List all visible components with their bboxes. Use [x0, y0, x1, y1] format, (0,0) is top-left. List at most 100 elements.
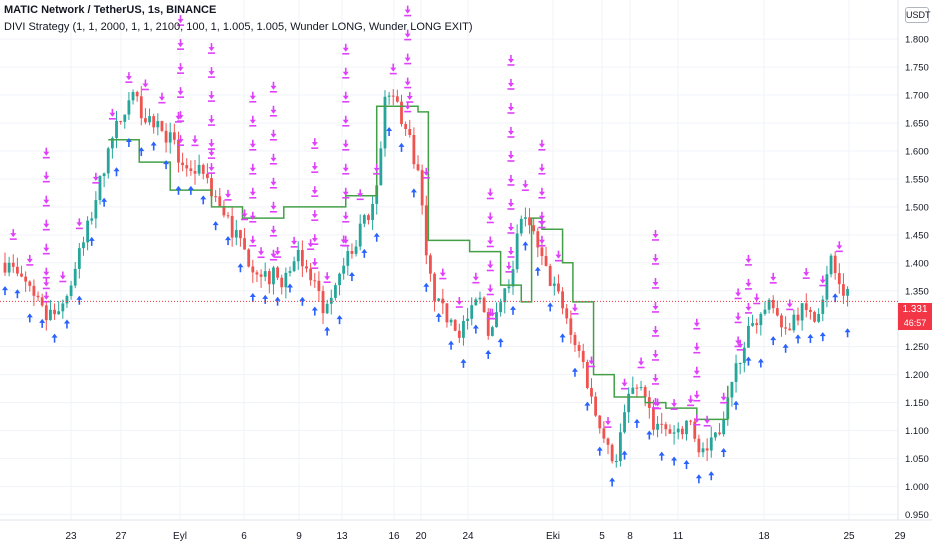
price-axis-background[interactable]: [898, 0, 932, 550]
candle-body: [49, 309, 52, 321]
candle-body: [759, 313, 763, 326]
long-exit-arrow-icon: [835, 241, 843, 253]
time-tick-label: Eki: [546, 531, 560, 542]
long-entry-arrow-icon: [534, 266, 541, 276]
long-exit-arrow-icon: [342, 67, 350, 79]
candle-body: [65, 296, 69, 304]
price-tick-label: 1.250: [905, 342, 929, 353]
candle-body: [300, 250, 304, 267]
candle-body: [24, 276, 28, 282]
long-exit-arrow-icon: [404, 101, 412, 113]
candle-body: [267, 271, 271, 285]
candle-body: [284, 272, 288, 288]
currency-button[interactable]: USDT: [905, 7, 931, 23]
candle-body: [404, 124, 408, 130]
long-exit-arrow-icon: [177, 111, 185, 122]
long-exit-arrow-icon: [693, 414, 701, 426]
long-exit-arrow-icon: [753, 293, 761, 305]
long-exit-arrow-icon: [249, 211, 257, 223]
price-tick-label: 1.450: [905, 230, 929, 241]
long-exit-arrow-icon: [507, 198, 515, 210]
long-entry-arrow-icon: [187, 185, 194, 195]
candle-body: [106, 148, 110, 174]
candle-body: [573, 334, 577, 346]
candle-body: [540, 247, 544, 257]
long-exit-arrow-icon: [224, 189, 232, 201]
trailing-stop-line: [108, 105, 729, 421]
strategy-label[interactable]: DIVI Strategy (1, 1, 2000, 1, 1, 2100, 1…: [4, 21, 473, 33]
long-exit-arrow-icon: [652, 301, 660, 313]
long-entry-arrow-icon: [200, 195, 207, 205]
time-tick-label: 27: [115, 531, 127, 542]
candle-body: [565, 308, 569, 319]
candle-body: [135, 92, 139, 97]
candle-body: [734, 363, 738, 382]
candle-body: [457, 330, 461, 338]
long-entry-arrow-icon: [435, 312, 442, 322]
long-entry-arrow-icon: [609, 477, 616, 487]
candle-body: [771, 299, 775, 309]
long-entry-arrow-icon: [510, 305, 517, 315]
long-entry-arrow-icon: [807, 334, 814, 344]
long-exit-arrow-icon: [311, 138, 319, 149]
candle-body: [239, 230, 242, 239]
candle-body: [329, 297, 333, 304]
long-exit-arrow-icon: [507, 150, 515, 162]
candle-body: [387, 95, 391, 97]
candle-body: [833, 255, 837, 274]
candle-body: [714, 432, 717, 438]
long-exit-arrow-icon: [311, 186, 319, 197]
long-entry-arrow-icon: [522, 241, 529, 251]
signal-markers: [2, 5, 851, 487]
long-entry-arrow-icon: [274, 296, 281, 306]
long-entry-arrow-icon: [76, 295, 83, 305]
candle-body: [705, 448, 709, 451]
long-entry-arrow-icon: [311, 306, 318, 316]
long-exit-arrow-icon: [269, 249, 277, 261]
candle-body: [317, 280, 321, 292]
long-exit-arrow-icon: [42, 171, 50, 183]
candle-body: [685, 420, 688, 435]
candle-body: [557, 283, 560, 292]
candle-body: [230, 215, 234, 238]
candle-body: [7, 262, 11, 273]
candle-body: [321, 291, 325, 314]
candle-body: [189, 168, 193, 171]
candle-body: [581, 350, 585, 363]
long-exit-arrow-icon: [42, 278, 50, 290]
candle-body: [57, 311, 61, 315]
long-exit-arrow-icon: [744, 302, 752, 314]
candle-body: [424, 205, 428, 256]
long-exit-arrow-icon: [249, 235, 257, 247]
candle-body: [817, 313, 821, 322]
long-entry-arrow-icon: [113, 167, 120, 177]
candle-body: [3, 262, 7, 273]
candle-body: [528, 217, 531, 226]
long-exit-arrow-icon: [42, 267, 50, 279]
candle-body: [305, 266, 308, 269]
long-entry-arrow-icon: [683, 460, 690, 470]
long-exit-arrow-icon: [249, 187, 257, 199]
long-exit-arrow-icon: [538, 211, 546, 223]
candle-body: [808, 309, 812, 313]
price-tick-label: 1.600: [905, 146, 929, 157]
candle-body: [391, 95, 395, 97]
candle-body: [738, 362, 742, 364]
candle-body: [44, 305, 48, 321]
price-tick-label: 1.750: [905, 63, 929, 74]
price-axis: 1.800 1.750 1.700 1.650 1.600 1.550 1.500 1.450…: [897, 0, 932, 550]
price-tick-label: 1.400: [905, 258, 929, 269]
candle-body: [73, 268, 77, 286]
long-entry-arrow-icon: [782, 343, 789, 353]
candle-body: [536, 231, 540, 248]
long-exit-arrow-icon: [406, 92, 414, 103]
long-exit-arrow-icon: [177, 87, 185, 98]
long-entry-arrow-icon: [671, 456, 678, 466]
long-entry-arrow-icon: [423, 282, 430, 292]
candle-body: [697, 438, 701, 453]
candle-body: [490, 327, 494, 336]
long-exit-arrow-icon: [486, 188, 494, 200]
long-exit-arrow-icon: [342, 187, 350, 199]
